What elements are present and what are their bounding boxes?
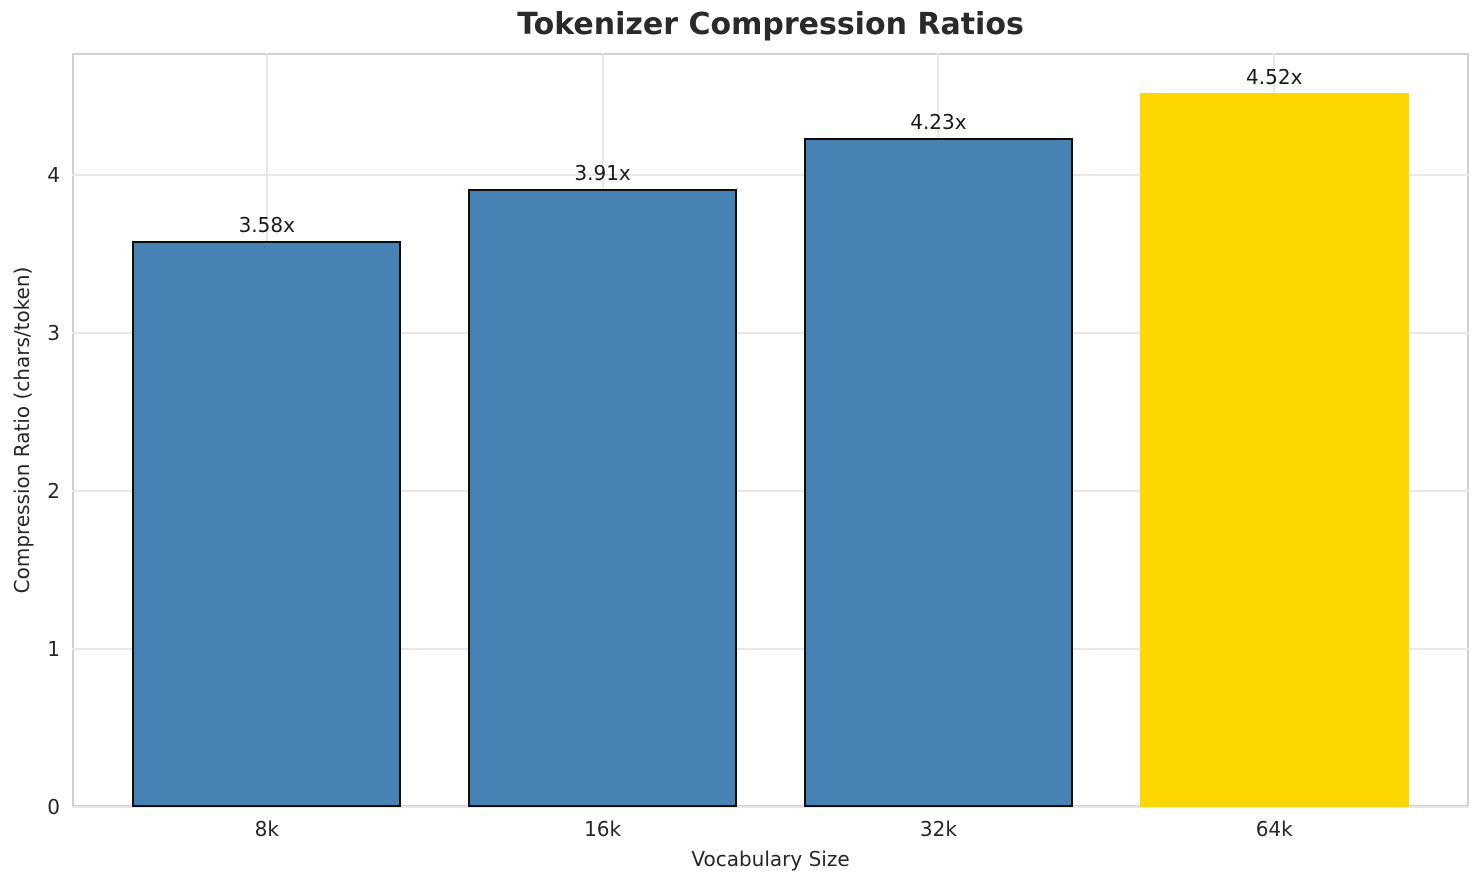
y-tick-label: 1 [47, 636, 60, 661]
x-axis-label: Vocabulary Size [691, 847, 850, 871]
x-tick-label-32k: 32k [919, 817, 957, 841]
y-gridline [72, 331, 1469, 334]
x-tick-label-16k: 16k [584, 817, 622, 841]
y-tick-label: 4 [47, 162, 60, 187]
x-tick-label-8k: 8k [254, 817, 279, 841]
y-tick-label: 2 [47, 478, 60, 503]
y-gridline [72, 806, 1469, 808]
bar-64k [1140, 92, 1409, 807]
y-tick-label: 3 [47, 320, 60, 345]
bar-value-label-16k: 3.91x [574, 160, 631, 185]
y-axis-label: Compression Ratio (chars/token) [10, 266, 34, 594]
y-tick-label: 0 [47, 795, 60, 819]
y-gridline [72, 173, 1469, 176]
y-gridline [72, 647, 1469, 650]
y-gridline [72, 489, 1469, 492]
bar-value-label-32k: 4.23x [910, 110, 967, 135]
bar-16k [468, 188, 737, 807]
chart-title: Tokenizer Compression Ratios [517, 7, 1024, 42]
bar-32k [804, 138, 1073, 807]
bar-value-label-64k: 4.52x [1246, 64, 1303, 89]
bar-8k [132, 241, 401, 807]
x-tick-label-64k: 64k [1255, 817, 1293, 841]
bar-value-label-8k: 3.58x [238, 213, 295, 238]
